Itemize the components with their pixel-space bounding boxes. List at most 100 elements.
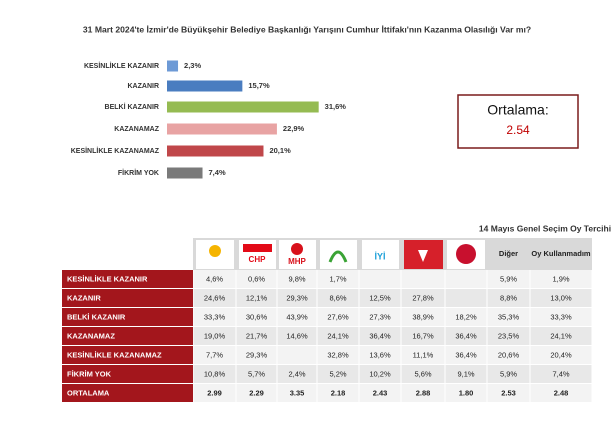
cell [236,365,277,383]
chart-title: 31 Mart 2024'te İzmir'de Büyükşehir Bele… [83,24,531,34]
cell [530,289,592,307]
cell-text: 1,7% [329,274,346,283]
cell-text: 2.18 [331,388,346,397]
row-label-cell [62,289,193,307]
cell [277,270,317,288]
cell-text: 8,6% [329,293,346,302]
logo-iyi-text: İYİ [374,251,385,261]
cell-text: 2.29 [249,388,264,397]
cell [530,308,592,326]
cell [487,289,530,307]
category-label: KAZANIR [128,83,160,90]
cell-text: 12,1% [246,293,268,302]
bar [167,123,277,135]
table-title: 14 Mayıs Genel Seçim Oy Tercihi [479,223,611,233]
cell [401,270,445,288]
cell [277,365,317,383]
category-label: KAZANAMAZ [114,126,159,133]
cell-text: 1.80 [459,388,474,397]
cell-text: 2.99 [207,388,222,397]
cell [401,289,445,307]
cell [530,384,592,402]
logo-mhp-icon [291,243,303,255]
value-label: 31,6% [325,102,347,111]
cell-text: 14,6% [286,331,308,340]
cell-text: 5,9% [500,369,517,378]
cell-text: 35,3% [498,312,520,321]
cell [445,308,487,326]
cell-text: 43,9% [286,312,308,321]
cell-text: 5,7% [248,369,265,378]
cell [317,365,359,383]
cell [487,327,530,345]
value-label: 7,4% [209,168,226,177]
bar [167,167,203,179]
cell [193,327,236,345]
cell-text: 9,8% [288,274,305,283]
cell [236,384,277,402]
cell-text: 5,6% [414,369,431,378]
cell [401,327,445,345]
bar [167,145,264,157]
cell-text: 9,1% [457,369,474,378]
cell [236,270,277,288]
cell [487,384,530,402]
cell-text: 24,6% [204,293,226,302]
cell [193,346,236,364]
cell-text: 30,6% [246,312,268,321]
cell [317,384,359,402]
cell [193,289,236,307]
cell-text: 5,9% [500,274,517,283]
row-label: KAZANIR [67,293,101,302]
cell-text: 7,7% [206,350,223,359]
cell-text: 2.43 [373,388,388,397]
cell [445,270,487,288]
cell-text: 24,1% [327,331,349,340]
cell-text: 38,9% [412,312,434,321]
cell [530,346,592,364]
value-label: 22,9% [283,124,305,133]
cell-text: 23,5% [498,331,520,340]
cell [359,270,401,288]
cell [317,346,359,364]
cell-text: 32,8% [327,350,349,359]
category-label: KESİNLİKLE KAZANAMAZ [71,147,160,155]
cell [530,270,592,288]
cell [487,308,530,326]
cell [401,384,445,402]
cell [236,289,277,307]
logo-ysgp-icon [328,250,348,263]
cell [277,346,317,364]
cell-text: 2,4% [288,369,305,378]
logo-mhp-text: MHP [288,257,306,266]
logo-chp-text: CHP [249,255,267,264]
category-label: KESİNLİKLE KAZANIR [84,62,159,70]
value-label: 20,1% [269,146,291,155]
cell [359,327,401,345]
cell-text: 27,6% [327,312,349,321]
bar [167,101,319,113]
cell [236,308,277,326]
cell-text: 24,1% [550,331,572,340]
cell [359,384,401,402]
value-label: 15,7% [248,81,270,90]
row-label-cell [62,346,193,364]
cell [317,327,359,345]
cell-text: 36,4% [455,350,477,359]
cell-text: 29,3% [246,350,268,359]
cell-text: 10,8% [204,369,226,378]
logos: CHP MHP İYİ [196,240,485,269]
row-label: KESİNLİKLE KAZANIR [67,274,148,283]
logo-chp-icon [243,244,272,252]
cell-text: 11,1% [413,350,434,359]
cell-text: 10,2% [369,369,391,378]
row-label: ORTALAMA [67,388,110,397]
row-label: FİKRİM YOK [67,369,112,378]
row-label-cell [62,327,193,345]
cell-text: 16,7% [412,331,434,340]
cell [277,289,317,307]
column-header: Oy Kullanmadım [531,249,591,258]
cell [193,365,236,383]
cell-text: 2.53 [501,388,516,397]
cell-text: 21,7% [246,331,268,340]
